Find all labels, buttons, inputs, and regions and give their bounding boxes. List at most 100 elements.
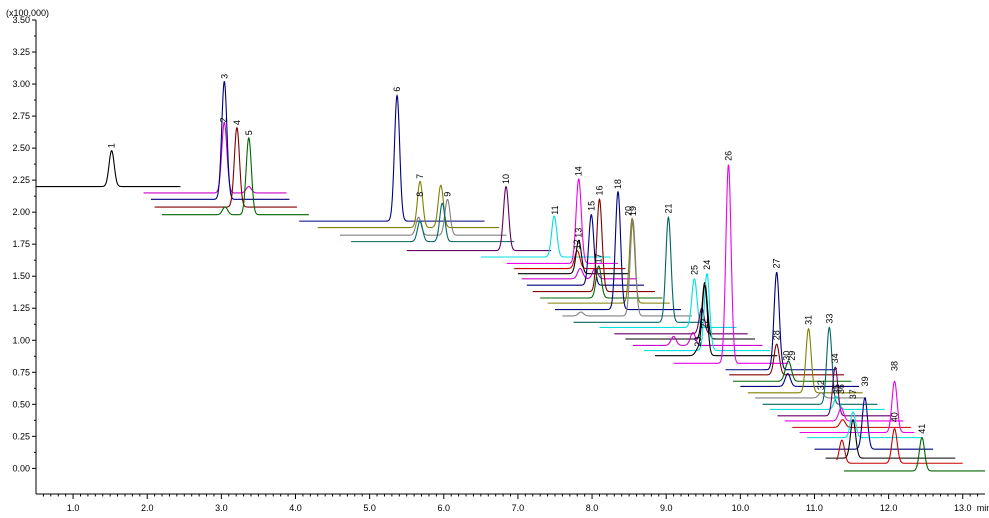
chromatogram-trace: [614, 307, 748, 335]
peak-label: 15: [586, 201, 596, 211]
peak-label: 24: [702, 260, 712, 270]
chromatogram-trace: [562, 219, 692, 317]
y-tick-label: 1.50: [12, 271, 30, 281]
peak-label: 36: [836, 384, 846, 394]
chromatogram-trace: [351, 202, 515, 243]
peak-label: 7: [415, 174, 425, 179]
chromatogram-trace: [632, 332, 763, 346]
y-tick-label: 0.25: [12, 431, 30, 441]
peak-label: 5: [244, 130, 254, 135]
x-axis-ticks: 1.0 2.0 3.0 4.0 5.0 6.0 7.0 8.0 9.0 10.0 11.0 12.0 1…: [42, 494, 979, 513]
chromatogram-trace: [480, 215, 611, 258]
y-tick-label: 0.50: [12, 399, 30, 409]
peak-label: 8: [415, 192, 425, 197]
peak-label: 27: [772, 259, 782, 269]
peak-label: 14: [574, 166, 584, 176]
peak-label: 25: [689, 265, 699, 275]
chromatogram-trace: [521, 267, 637, 280]
chromatogram-trace: [769, 396, 885, 411]
chromatogram-trace: [599, 277, 737, 329]
y-axis-unit-label: (x100,000): [6, 8, 49, 18]
chromatogram-trace: [643, 273, 770, 352]
chromatogram-trace: [514, 250, 626, 270]
chromatogram-trace: [406, 185, 552, 252]
peak-label: 22: [700, 319, 710, 329]
chromatogram-trace: [777, 366, 893, 417]
chromatogram-trace: [825, 419, 956, 459]
peak-label: 4: [232, 120, 242, 125]
peak-label: 38: [890, 361, 900, 371]
peak-label: 2: [219, 117, 229, 122]
chromatogram-trace: [784, 407, 904, 422]
y-tick-label: 2.50: [12, 143, 30, 153]
x-tick-label: 10.0: [732, 503, 750, 513]
chromatogram-trace: [807, 411, 922, 439]
x-tick-label: 1.0: [67, 503, 80, 513]
y-tick-label: 0.00: [12, 463, 30, 473]
peak-label: 17: [594, 253, 604, 263]
chromatogram-trace: [36, 149, 181, 188]
chromatogram-trace: [725, 271, 838, 371]
y-tick-label: 1.00: [12, 335, 30, 345]
chromatogram-trace: [517, 239, 630, 275]
chromatogram-trace: [814, 397, 934, 450]
peak-label: 37: [848, 389, 858, 399]
y-tick-label: 1.25: [12, 303, 30, 313]
peak-label: 3: [219, 74, 229, 79]
peak-label: 18: [613, 179, 623, 189]
peak-label: 35: [832, 384, 842, 394]
chromatogram-trace: [673, 164, 789, 364]
peak-label: 11: [550, 205, 560, 214]
y-tick-label: 3.25: [12, 47, 30, 57]
chromatogram-trace: [573, 215, 704, 323]
peak-label: 40: [890, 412, 900, 422]
y-tick-label: 3.50: [12, 15, 30, 25]
peak-label: 29: [787, 351, 797, 361]
peak-label: 20: [623, 206, 633, 216]
chromatogram-trace: [762, 326, 878, 405]
peak-label: 12: [572, 239, 582, 249]
peak-label: 13: [574, 228, 584, 238]
peak-label: 34: [830, 353, 840, 363]
axes: 0.00 0.25 0.50 0.75 1.00 1.25 1.50 1.75 2.00 2.25…: [6, 8, 989, 513]
chromatogram-trace: [844, 437, 985, 472]
chromatogram-trace: [162, 137, 309, 216]
chromatogram-trace: [143, 122, 287, 194]
chromatogram-trace: [755, 392, 867, 399]
peak-label: 26: [723, 151, 733, 161]
x-tick-label: 4.0: [289, 503, 302, 513]
y-tick-label: 2.25: [12, 175, 30, 185]
chromatogram-trace: [526, 214, 644, 286]
chromatogram-trace: [554, 191, 682, 311]
x-tick-label: 2.0: [141, 503, 154, 513]
chromatogram-trace: [799, 380, 915, 434]
x-tick-label: 8.0: [586, 503, 599, 513]
x-tick-label: 5.0: [363, 503, 376, 513]
chromatogram-trace: [547, 217, 670, 304]
x-axis-unit-label: min: [977, 503, 989, 513]
peak-label: 21: [663, 203, 673, 213]
x-tick-label: 13.0: [954, 503, 972, 513]
x-tick-label: 9.0: [660, 503, 673, 513]
y-axis-ticks: 0.00 0.25 0.50 0.75 1.00 1.25 1.50 1.75 2.00 2.25…: [12, 15, 36, 473]
y-tick-label: 1.75: [12, 239, 30, 249]
peak-label: 10: [501, 174, 511, 184]
peak-label: 6: [392, 87, 402, 92]
y-tick-label: 2.00: [12, 207, 30, 217]
peak-label: 33: [824, 314, 834, 324]
peak-label: 31: [804, 315, 814, 325]
chromatogram-trace: [532, 198, 655, 293]
x-tick-label: 6.0: [438, 503, 451, 513]
chromatogram-trace: [506, 178, 618, 264]
chromatogram-trace: [732, 360, 852, 382]
y-tick-label: 0.75: [12, 367, 30, 377]
peak-label: 9: [442, 192, 452, 197]
peak-label: 39: [860, 376, 870, 386]
chromatogram-trace: [740, 373, 859, 387]
peak-label: 32: [816, 380, 826, 390]
peak-label: 1: [107, 143, 117, 148]
y-tick-label: 3.00: [12, 79, 30, 89]
x-tick-label: 3.0: [215, 503, 228, 513]
peak-label: 41: [917, 424, 927, 434]
